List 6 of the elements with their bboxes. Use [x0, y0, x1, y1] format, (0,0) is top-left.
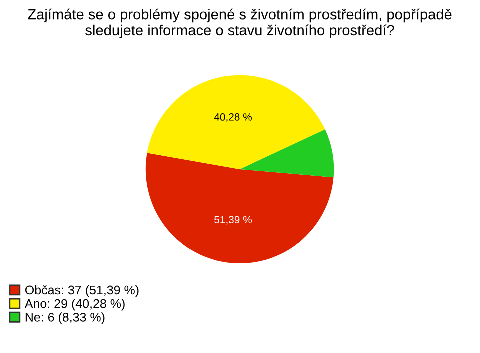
legend-label: Ano: 29 (40,28 %) — [24, 299, 125, 311]
data-label: 51,39 % — [214, 216, 252, 225]
legend-label: Občas: 37 (51,39 %) — [25, 285, 139, 298]
chart-title: Zajímáte se o problémy spojené s životním prostředím, popřípadě sledujete informace o stavu životního prostředí? — [28, 8, 452, 39]
legend-label: Ne: 6 (8,33 %) — [26, 312, 105, 324]
data-label: 40,28 % — [214, 114, 252, 122]
